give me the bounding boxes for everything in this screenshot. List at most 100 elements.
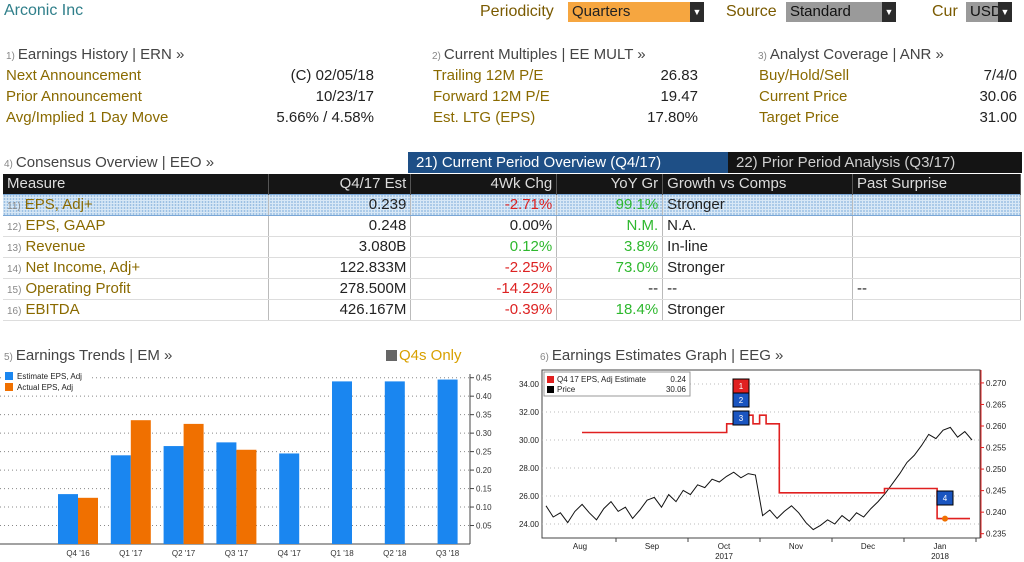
measure-cell[interactable]: 15) Operating Profit	[3, 278, 270, 300]
x-tick-label: Q3 '18	[436, 549, 460, 558]
growth-vs-comps-cell: N.A.	[662, 215, 854, 237]
x-tick-label: Q2 '17	[172, 549, 196, 558]
y-tick-label: 0.10	[476, 503, 492, 512]
growth-vs-comps-cell: Stronger	[662, 257, 854, 279]
growth-vs-comps-cell: Stronger	[662, 193, 854, 216]
kv-row: Buy/Hold/Sell 7/4/0	[759, 67, 1017, 84]
currency-dropdown[interactable]: USD ▼	[966, 2, 1012, 22]
cur-label: Cur	[932, 3, 958, 20]
row-number: 13)	[7, 243, 22, 254]
tab-current-period[interactable]: 21) Current Period Overview (Q4/17)	[408, 152, 728, 173]
y-tick-label: 0.25	[476, 448, 492, 457]
event-marker-label: 1	[739, 382, 744, 391]
x-tick-label: Q1 '17	[119, 549, 143, 558]
four-week-change-cell: -0.39%	[410, 299, 558, 321]
table-header-row: Measure Q4/17 Est 4Wk Chg YoY Gr Growth …	[3, 174, 1021, 194]
year-label: 2017	[715, 552, 733, 561]
x-tick-label: Q4 '16	[66, 549, 90, 558]
x-tick-label: Jan	[934, 542, 947, 551]
source-dropdown[interactable]: Standard ▼	[786, 2, 896, 22]
year-label: 2018	[931, 552, 949, 561]
yoy-growth-cell: --	[556, 278, 664, 300]
plot-area	[541, 369, 981, 539]
right-tick-label: 0.245	[986, 487, 1007, 496]
legend-box	[2, 369, 92, 395]
actual-bar	[183, 423, 204, 544]
yoy-growth-cell: 99.1%	[556, 193, 664, 216]
measure-cell[interactable]: 16) EBITDA	[3, 299, 270, 321]
yoy-growth-cell: N.M.	[556, 215, 664, 237]
past-surprise-cell	[852, 236, 1021, 258]
col-header[interactable]: 4Wk Chg	[410, 174, 558, 194]
row-number: 12)	[7, 222, 22, 233]
col-header[interactable]: Q4/17 Est	[268, 174, 412, 194]
y-tick-label: 0.45	[476, 374, 492, 383]
table-row[interactable]: 14) Net Income, Adj+ 122.833M -2.25% 73.0% St…	[3, 257, 1021, 279]
four-week-change-cell: -2.25%	[410, 257, 558, 279]
growth-vs-comps-cell: Stronger	[662, 299, 854, 321]
measure-cell[interactable]: 12) EPS, GAAP	[3, 215, 270, 237]
measure-label: EPS, Adj+	[24, 196, 93, 213]
q4s-only-toggle[interactable]: Q4s Only	[386, 347, 462, 364]
row-number: 15)	[7, 285, 22, 296]
measure-label: Revenue	[25, 238, 86, 255]
checkbox-icon	[386, 350, 397, 361]
consensus-overview-header[interactable]: 4) Consensus Overview | EEO »	[4, 154, 215, 171]
earnings-estimates-graph-header[interactable]: 6) Earnings Estimates Graph | EEG »	[540, 347, 784, 364]
measure-cell[interactable]: 14) Net Income, Adj+	[3, 257, 270, 279]
actual-bar	[236, 449, 257, 544]
price-line	[545, 426, 973, 531]
past-surprise-cell: --	[852, 278, 1021, 300]
y-tick-label: 0.20	[476, 466, 492, 475]
table-row[interactable]: 12) EPS, GAAP 0.248 0.00% N.M. N.A.	[3, 215, 1021, 237]
legend-value: 0.24	[670, 375, 686, 384]
yoy-growth-cell: 73.0%	[556, 257, 664, 279]
x-tick-label: Aug	[573, 542, 587, 551]
legend-label: Q4 17 EPS, Adj Estimate	[557, 375, 646, 384]
measure-cell[interactable]: 11) EPS, Adj+	[3, 193, 270, 216]
actual-bar	[78, 497, 98, 544]
left-tick-label: 30.00	[519, 436, 540, 445]
x-tick-label: Dec	[861, 542, 875, 551]
table-row[interactable]: 11) EPS, Adj+ 0.239 -2.71% 99.1% Stronger	[3, 193, 1021, 216]
chevron-down-icon: ▼	[998, 2, 1012, 22]
past-surprise-cell	[852, 299, 1021, 321]
measure-cell[interactable]: 13) Revenue	[3, 236, 270, 258]
row-number: 16)	[7, 306, 22, 317]
kv-row: Target Price 31.00	[759, 109, 1017, 126]
legend-swatch	[5, 383, 13, 391]
security-title: Arconic Inc	[4, 2, 84, 19]
col-header[interactable]: Measure	[3, 174, 270, 194]
earnings-history-header[interactable]: 1) Earnings History | ERN »	[6, 46, 185, 63]
table-row[interactable]: 13) Revenue 3.080B 0.12% 3.8% In-line	[3, 236, 1021, 258]
analyst-coverage-header[interactable]: 3) Analyst Coverage | ANR »	[758, 46, 944, 63]
x-tick-label: Q2 '18	[383, 549, 407, 558]
estimate-bar	[279, 453, 300, 544]
table-row[interactable]: 15) Operating Profit 278.500M -14.22% -- -- --	[3, 278, 1021, 300]
kv-row: Est. LTG (EPS) 17.80%	[433, 109, 698, 126]
legend-swatch	[5, 372, 13, 380]
x-tick-label: Q3 '17	[225, 549, 249, 558]
kv-row: Forward 12M P/E 19.47	[433, 88, 698, 105]
event-marker-label: 3	[739, 414, 744, 423]
col-header[interactable]: Past Surprise	[852, 174, 1021, 194]
chevron-down-icon: ▼	[690, 2, 704, 22]
yoy-growth-cell: 18.4%	[556, 299, 664, 321]
event-marker-label: 4	[943, 494, 948, 503]
tab-prior-period[interactable]: 22) Prior Period Analysis (Q3/17)	[728, 152, 1022, 173]
four-week-change-cell: 0.00%	[410, 215, 558, 237]
earnings-trends-header[interactable]: 5) Earnings Trends | EM »	[4, 347, 173, 364]
legend-swatch	[547, 376, 554, 383]
table-row[interactable]: 16) EBITDA 426.167M -0.39% 18.4% Stronger	[3, 299, 1021, 321]
col-header[interactable]: YoY Gr	[556, 174, 664, 194]
legend-label: Estimate EPS, Adj	[17, 372, 82, 381]
kv-row: Next Announcement (C) 02/05/18	[6, 67, 374, 84]
analyst-coverage-panel: Buy/Hold/Sell 7/4/0 Current Price 30.06 Ta…	[759, 67, 1017, 130]
right-tick-label: 0.265	[986, 400, 1007, 409]
kv-row: Avg/Implied 1 Day Move 5.66% / 4.58%	[6, 109, 374, 126]
estimate-cell: 3.080B	[268, 236, 412, 258]
current-multiples-header[interactable]: 2) Current Multiples | EE MULT »	[432, 46, 646, 63]
periodicity-dropdown[interactable]: Quarters ▼	[568, 2, 704, 22]
earnings-trends-chart: 0.05 0.10 0.15 0.20 0.25 0.30 0.35 0.40 0.45 Q4 '…	[0, 369, 492, 558]
col-header[interactable]: Growth vs Comps	[662, 174, 854, 194]
